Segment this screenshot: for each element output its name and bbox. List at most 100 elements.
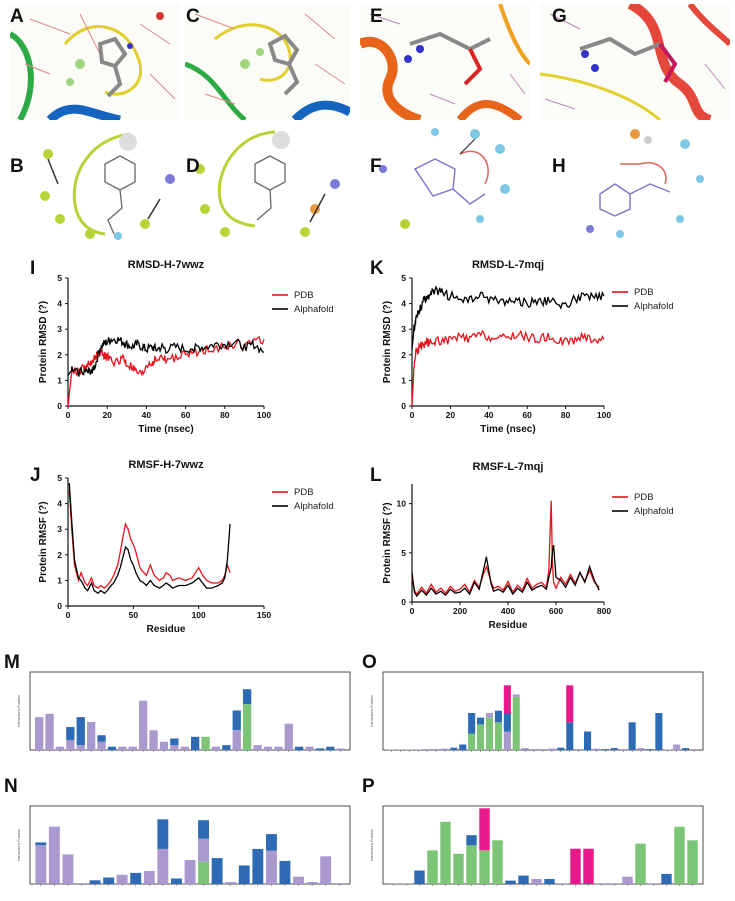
bar-p-21-hydrophobic [661, 873, 672, 884]
bar-n-4-hydrophobic [89, 880, 101, 884]
y-axis-label-i: Protein RMSD (?) [38, 301, 49, 383]
series-line-k-alphafold [411, 285, 605, 350]
bar-o-21-hbond [575, 749, 583, 750]
bar-m-17-hbond [211, 746, 221, 750]
bar-m-23-hbond [274, 746, 283, 750]
bar-m-4-hydrophobic [76, 717, 85, 746]
interaction-diagram-h [560, 124, 710, 242]
bar-p-8-water [492, 840, 503, 884]
bar-o-13-ionic [503, 685, 511, 713]
bar-m-20-water [243, 704, 252, 750]
structure-image-c [185, 4, 350, 120]
bar-n-11-hbond [184, 860, 196, 885]
x-tick-label-k: 60 [522, 410, 532, 420]
bar-o-34-hbond [691, 749, 699, 750]
bar-m-19-hydrophobic [232, 710, 241, 731]
bar-m-14-hbond [180, 746, 189, 750]
bar-o-4-hbond [423, 749, 431, 750]
bar-n-17-hydrophobic [266, 834, 277, 851]
series-line-k-pdb [411, 329, 605, 407]
y-axis-label-j: Protein RMSF (?) [38, 501, 49, 582]
bar-o-20-hydrophobic [566, 722, 574, 750]
panel-label-b: B [10, 156, 24, 177]
bar-o-11-water [485, 717, 493, 750]
bar-m-27-hydrophobic [315, 748, 325, 750]
bar-p-4-water [440, 821, 451, 884]
bar-m-12-hbond [159, 741, 169, 750]
legend-label-k-0: PDB [634, 287, 654, 298]
bar-p-17-hbond [609, 883, 620, 884]
bar-n-13-hydrophobic [211, 858, 223, 884]
y-axis-label-n: Interactions Fraction [17, 829, 21, 862]
bar-o-15-hbond [521, 748, 529, 750]
y-tick-label-k: 0 [401, 401, 406, 411]
x-axis-label-j: Residue [147, 624, 186, 635]
bar-m-13-hydrophobic [170, 738, 179, 746]
x-tick-label-j: 100 [192, 610, 206, 620]
bar-o-30-hydrophobic [655, 713, 663, 750]
bar-m-8-hbond [118, 746, 127, 750]
bar-o-29-hydrophobic [646, 749, 654, 750]
interaction-diagram-b [30, 124, 180, 242]
bar-n-9-hydrophobic [157, 819, 169, 849]
structure-image-e [360, 4, 530, 120]
bar-n-10-hydrophobic [171, 878, 182, 884]
bar-p-18-hbond [622, 876, 633, 884]
bar-p-20-hbond [648, 883, 659, 884]
y-tick-label-i: 1 [57, 375, 62, 385]
x-tick-label-i: 20 [102, 410, 112, 420]
bar-n-14-hbond [225, 882, 237, 884]
y-tick-label-i: 0 [57, 401, 62, 411]
panel-label-o: O [362, 652, 377, 673]
bar-m-28-hydrophobic [326, 746, 335, 750]
bar-n-15-hydrophobic [238, 865, 250, 884]
y-tick-label-i: 3 [57, 324, 62, 334]
bar-n-18-hydrophobic [279, 860, 291, 884]
bar-m-22-hbond [263, 746, 273, 750]
bar-o-31-hbond [664, 749, 672, 750]
y-tick-label-i: 2 [57, 350, 62, 360]
x-axis-label-l: Residue [489, 620, 528, 631]
x-tick-label-l: 400 [501, 606, 515, 616]
bar-p-3-water [427, 850, 438, 884]
bar-o-13-hydrophobic [503, 713, 511, 732]
bar-m-20-hydrophobic [243, 689, 252, 704]
bar-o-2-hbond [405, 749, 413, 750]
bar-o-22-hydrophobic [584, 731, 592, 750]
x-tick-label-j: 150 [257, 610, 271, 620]
bar-n-17-hbond [266, 850, 277, 884]
interaction-diagram-d [185, 124, 345, 242]
bar-frame-p [382, 805, 704, 885]
interaction-diagram-f [375, 124, 520, 242]
y-tick-label-j: 4 [57, 499, 62, 509]
bar-n-7-hydrophobic [130, 872, 142, 884]
x-tick-label-i: 100 [257, 410, 271, 420]
x-tick-label-k: 20 [446, 410, 456, 420]
bar-o-14-hbond [512, 694, 520, 697]
panel-label-k: K [370, 258, 384, 279]
bar-n-20-hbond [306, 882, 318, 884]
bar-n-8-hbond [143, 871, 155, 884]
bar-o-5-hbond [432, 749, 440, 750]
bar-p-15-ionic [583, 848, 594, 884]
bar-o-17-hbond [539, 749, 547, 750]
bar-n-12-hydrophobic [198, 820, 209, 839]
bar-p-14-ionic [570, 848, 581, 884]
legend-label-k-1: Alphafold [634, 301, 674, 312]
bar-o-14-water [512, 696, 520, 750]
bar-p-6-hydrophobic [466, 835, 477, 846]
bar-o-9-water [468, 733, 476, 750]
y-tick-label-l: 0 [401, 597, 406, 607]
series-line-i-pdb [67, 335, 265, 407]
x-tick-label-l: 0 [410, 606, 415, 616]
bar-m-15-hydrophobic [191, 736, 200, 750]
bar-n-3-hbond [76, 883, 87, 884]
bar-o-27-hydrophobic [628, 722, 636, 750]
bar-o-23-hbond [592, 748, 600, 750]
bar-m-29-hbond [336, 748, 345, 750]
bar-m-1-hbond [45, 713, 54, 750]
bar-m-24-hbond [284, 723, 293, 750]
panel-label-l: L [370, 465, 382, 486]
y-tick-label-l: 10 [397, 499, 407, 509]
bar-n-12-hbond [198, 838, 209, 862]
